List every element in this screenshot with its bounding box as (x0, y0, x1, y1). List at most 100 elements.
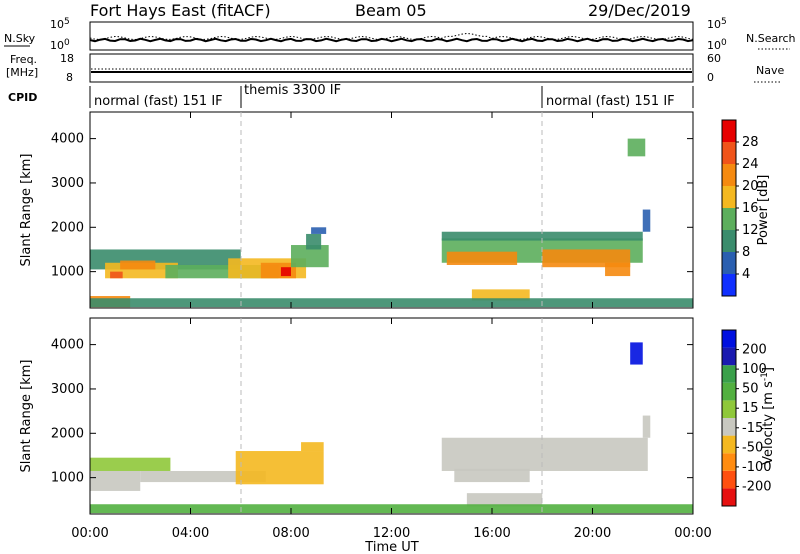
velocity-cell (90, 470, 141, 491)
colorbar-tick-label: -200 (742, 479, 772, 494)
colorbar-tick-label: 20 (742, 179, 759, 194)
nave-label: Nave (756, 64, 784, 77)
power-y-ticks: 1000 2000 3000 4000 (51, 132, 693, 280)
x-tick-label: 00:00 (71, 526, 108, 541)
x-tick-label: 20:00 (574, 526, 611, 541)
power-y-label: Slant Range [km] (19, 154, 34, 267)
x-axis-label: Time UT (364, 540, 418, 554)
y-tick-label: 1000 (51, 471, 84, 486)
colorbar-tick-label: 24 (742, 157, 759, 172)
cpid-segment-3: normal (fast) 151 IF (546, 94, 675, 109)
colorbar-swatch (722, 435, 736, 454)
freq-left-tick-low: 8 (66, 71, 73, 84)
power-cell (110, 271, 123, 279)
noise-left-tick-high: 105 (50, 17, 70, 31)
power-colorbar: 4 8 12 16 20 24 28 (721, 119, 759, 297)
noise-search-line (89, 32, 694, 41)
radar-title: Fort Hays East (fitACF) (90, 1, 271, 20)
freq-label: Freq. (10, 53, 37, 66)
colorbar-tick-label: 28 (742, 135, 759, 150)
freq-right-tick-high: 60 (707, 52, 721, 65)
colorbar-swatch (722, 488, 736, 506)
colorbar-tick-label: 200 (742, 343, 767, 358)
noise-sky-label: N.Sky (4, 32, 36, 45)
colorbar-swatch (722, 418, 736, 436)
velocity-y-ticks: 1000 2000 3000 4000 (51, 338, 693, 486)
y-tick-label: 3000 (51, 176, 84, 191)
power-colorbar-label: Power [dB] (756, 175, 771, 246)
velocity-cell (140, 470, 266, 483)
velocity-panel-frame (89, 317, 694, 515)
velocity-cell (642, 415, 651, 438)
velocity-cell (90, 457, 171, 471)
colorbar-tick-label: -100 (742, 460, 772, 475)
date-label: 29/Dec/2019 (588, 1, 691, 20)
colorbar-tick-label: -15 (742, 421, 763, 436)
y-tick-label: 4000 (51, 338, 84, 353)
power-cell (446, 251, 518, 265)
colorbar-swatch (722, 274, 736, 296)
colorbar-tick-label: 15 (742, 401, 759, 416)
colorbar-tick-label: 50 (742, 382, 759, 397)
velocity-cell (466, 493, 543, 507)
power-cell (306, 233, 322, 250)
velocity-cell (454, 468, 530, 483)
freq-unit-label: [MHz] (6, 66, 38, 79)
colorbar-swatch (722, 230, 736, 252)
power-cell (120, 260, 156, 270)
freq-right-tick-low: 0 (707, 71, 714, 84)
velocity-data (90, 342, 693, 514)
power-cell (471, 289, 530, 301)
cpid-label: CPID (8, 91, 37, 104)
freq-panel-frame (89, 53, 694, 83)
colorbar-tick-label: 12 (742, 223, 759, 238)
noise-search-label: N.Search (746, 32, 796, 45)
colorbar-swatch (722, 142, 736, 164)
noise-right-tick-high: 105 (707, 17, 727, 31)
freq-left-tick-high: 18 (60, 52, 74, 65)
colorbar-tick-label: 16 (742, 201, 759, 216)
power-cell (441, 231, 643, 241)
colorbar-tick-label: 8 (742, 245, 750, 260)
power-panel-frame (89, 111, 694, 309)
velocity-cell (301, 442, 324, 452)
velocity-colorbar: -200 -100 -50 -15 15 50 100 200 (721, 329, 772, 507)
noise-right-tick-low: 100 (707, 38, 727, 52)
power-cell (605, 262, 631, 277)
colorbar-swatch (722, 347, 736, 366)
x-axis-ticks: 00:00 04:00 08:00 12:00 16:00 20:00 00:00 (71, 112, 712, 541)
colorbar-swatch (722, 382, 736, 401)
y-tick-label: 2000 (51, 426, 84, 441)
velocity-cell (235, 451, 324, 485)
power-cell (627, 138, 646, 157)
noise-sky-line (89, 37, 694, 43)
y-tick-label: 2000 (51, 220, 84, 235)
velocity-cell (630, 342, 643, 365)
colorbar-swatch (722, 120, 736, 142)
colorbar-swatch (722, 252, 736, 274)
power-cell (280, 267, 291, 277)
velocity-panel: 1000 2000 3000 4000 Slant Range [km] (19, 317, 694, 515)
y-tick-label: 3000 (51, 382, 84, 397)
power-cell (291, 245, 329, 268)
x-tick-label: 00:00 (674, 526, 711, 541)
colorbar-frame (721, 329, 737, 507)
colorbar-tick-label: 4 (742, 267, 750, 282)
cpid-segment-1: normal (fast) 151 IF (94, 94, 223, 109)
colorbar-swatch (722, 330, 736, 348)
colorbar-tick-label: -50 (742, 440, 763, 455)
x-tick-label: 16:00 (473, 526, 510, 541)
beam-label: Beam 05 (355, 1, 427, 20)
colorbar-tick-label: 100 (742, 362, 767, 377)
colorbar-swatch (722, 164, 736, 186)
velocity-colorbar-label: Velocity [m s-1] (760, 367, 776, 465)
x-tick-label: 08:00 (272, 526, 309, 541)
power-data (90, 138, 693, 308)
noise-left-tick-low: 100 (50, 38, 70, 52)
cpid-segment-2: themis 3300 IF (244, 83, 341, 98)
colorbar-swatch (722, 365, 736, 383)
velocity-y-label: Slant Range [km] (19, 360, 34, 473)
colorbar-swatch (722, 186, 736, 208)
colorbar-swatch (722, 453, 736, 471)
velocity-cell (441, 437, 648, 471)
